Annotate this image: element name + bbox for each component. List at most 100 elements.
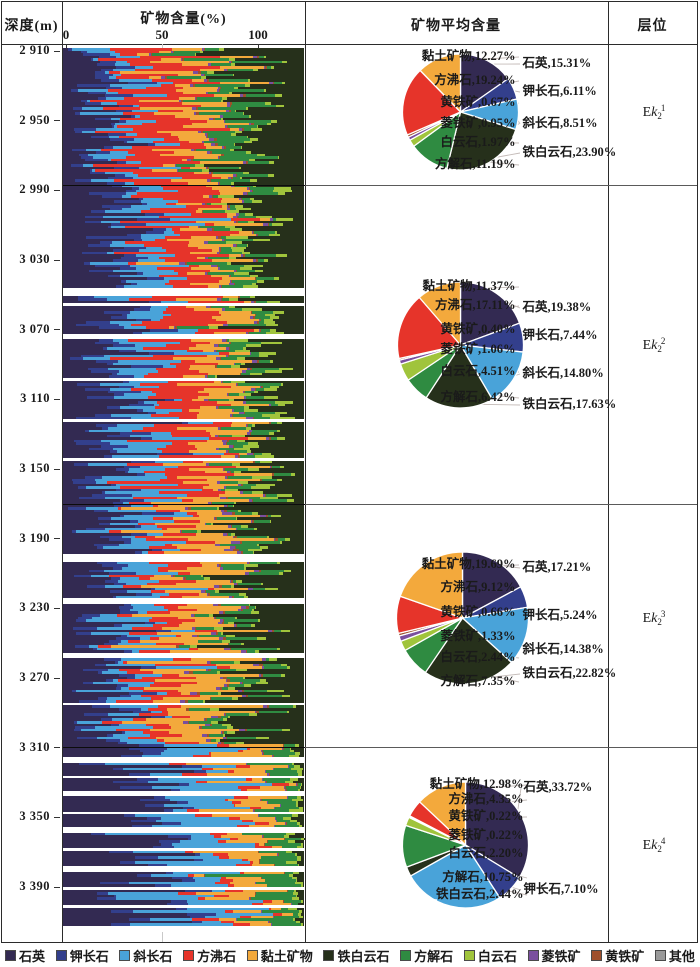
bar-segment-analcime [140, 55, 221, 59]
sample-bar [62, 910, 305, 914]
bar-segment-kfeldspar [116, 488, 142, 492]
sample-bar [62, 723, 305, 727]
bar-segment-analcime [158, 256, 197, 260]
bar-segment-calcite [237, 527, 254, 531]
bar-segment-analcime [131, 194, 203, 198]
bar-segment-clay [177, 496, 221, 500]
sample-bar [62, 261, 305, 265]
bar-segment-clay [189, 347, 227, 350]
bar-segment-kfeldspar [98, 326, 124, 330]
bar-segment-siderite [208, 171, 212, 175]
bar-segment-clay [182, 91, 207, 95]
legend-name-quartz: 石英 [19, 949, 46, 964]
bar-segment-dolomite [275, 218, 293, 221]
bar-segment-dolomite [237, 481, 249, 484]
bar-segment-analcime [98, 58, 161, 61]
col-divider-depth-bars [61, 1, 63, 943]
bar-segment-clay [218, 189, 250, 193]
bar-segment-clay [182, 102, 227, 105]
bar-segment-calcite [257, 259, 265, 262]
bar-segment-dolomite [297, 788, 300, 792]
bar-segment-ankerite [265, 89, 305, 92]
bar-segment-calcite [242, 832, 287, 836]
bar-segment-pyrite [229, 102, 232, 105]
bar-segment-quartz [62, 295, 78, 299]
bar-segment-calcite [244, 411, 276, 415]
bar-segment-kfeldspar [146, 231, 164, 234]
bar-segment-kfeldspar [119, 707, 141, 711]
bar-segment-calcite [255, 277, 275, 281]
bar-segment-kfeldspar [123, 814, 136, 818]
sample-bar [62, 176, 305, 180]
bar-segment-siderite [236, 527, 237, 531]
sample-bar [62, 692, 305, 695]
bar-segment-dolomite [225, 634, 235, 638]
bar-segment-calcite [268, 840, 289, 843]
bar-segment-pyrite [236, 220, 238, 224]
bar-segment-dolomite [270, 120, 277, 123]
bar-segment-plagioclase [216, 913, 273, 916]
bar-segment-ankerite [267, 681, 305, 685]
bar-segment-clay [176, 426, 218, 430]
bar-segment-plagioclase [155, 621, 167, 625]
bar-segment-clay [211, 249, 220, 252]
bar-segment-siderite [227, 207, 231, 211]
bar-segment-dolomite [228, 58, 235, 61]
bar-segment-quartz [62, 445, 101, 448]
x-tick-mark-0 [66, 44, 67, 48]
bar-segment-siderite [235, 213, 239, 216]
bar-segment-ankerite [241, 166, 305, 170]
bar-segment-calcite [249, 572, 279, 575]
bar-segment-pyrite [216, 632, 218, 635]
sample-bar [62, 512, 305, 515]
bar-segment-pyrite [238, 455, 240, 458]
sample-bar [62, 331, 305, 335]
bar-segment-analcime [179, 416, 198, 420]
bar-segment-dolomite [293, 918, 296, 921]
bar-segment-pyrite [285, 785, 287, 789]
bar-segment-pyrite [259, 858, 260, 862]
bar-segment-ankerite [270, 486, 305, 489]
bar-segment-dolomite [243, 564, 259, 567]
bar-segment-analcime [128, 640, 141, 643]
bar-segment-pyrite [248, 572, 250, 575]
bar-segment-plagioclase [172, 809, 187, 812]
bar-segment-quartz [62, 687, 117, 690]
bar-segment-dolomite [277, 478, 283, 482]
bar-segment-analcime [143, 470, 205, 474]
bar-segment-plagioclase [146, 223, 206, 226]
bar-segment-calcite [208, 135, 247, 139]
bar-segment-dolomite [256, 153, 266, 157]
bar-segment-analcime [181, 499, 194, 502]
bar-segment-calcite [253, 499, 287, 502]
bar-segment-plagioclase [171, 842, 256, 846]
bar-segment-clay [182, 733, 202, 737]
bar-segment-siderite [224, 120, 225, 123]
bar-segment-quartz [62, 741, 119, 745]
bar-segment-kfeldspar [118, 120, 127, 123]
bar-segment-calcite [213, 171, 243, 175]
sample-bar [62, 365, 305, 368]
bar-segment-dolomite [281, 81, 286, 85]
sample-bar [62, 463, 305, 466]
bar-segment-kfeldspar [155, 629, 171, 633]
bar-segment-kfeldspar [120, 280, 127, 283]
bar-segment-plagioclase [147, 256, 159, 260]
bar-segment-dolomite [223, 718, 228, 721]
bar-segment-clay [151, 148, 192, 152]
bar-segment-clay [213, 380, 222, 384]
bar-segment-quartz [62, 450, 111, 453]
bar-segment-plagioclase [82, 130, 95, 134]
bar-segment-clay [203, 486, 225, 489]
bar-segment-pyrite [246, 606, 250, 609]
bar-segment-dolomite [252, 200, 263, 203]
bar-segment-analcime [163, 533, 196, 536]
bar-segment-calcite [277, 819, 290, 823]
bar-segment-pyrite [249, 432, 251, 435]
bar-segment-analcime [233, 804, 236, 807]
bar-segment-kfeldspar [85, 220, 101, 224]
bar-segment-quartz [62, 762, 80, 766]
bar-segment-ankerite [212, 522, 305, 526]
bar-segment-analcime [250, 861, 254, 864]
bar-segment-ankerite [230, 261, 305, 265]
